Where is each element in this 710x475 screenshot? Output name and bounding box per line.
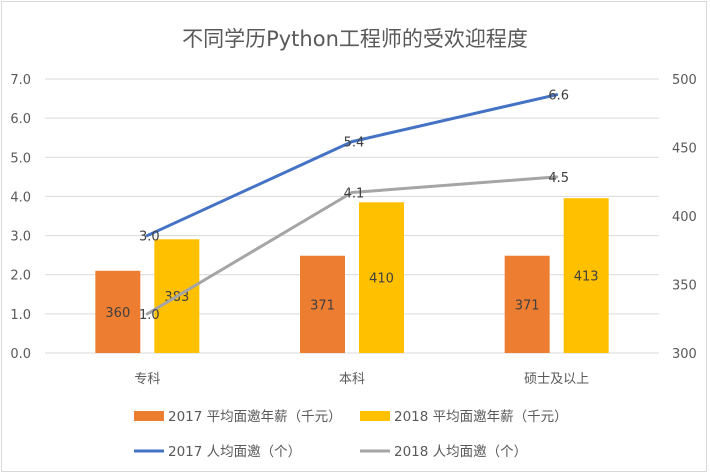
left-tick-label: 1.0 (10, 308, 31, 323)
category-label: 硕士及以上 (524, 372, 589, 387)
legend-label: 2017 人均面邀（个） (168, 444, 301, 460)
bar-data-label: 410 (369, 272, 394, 287)
left-tick-label: 7.0 (10, 73, 31, 88)
legend-label: 2018 平均面邀年薪（千元） (394, 409, 568, 425)
left-tick-label: 2.0 (10, 269, 31, 284)
series-line (145, 93, 559, 238)
category-axis: 专科 本科 硕士及以上 (134, 372, 589, 387)
legend: 2017 平均面邀年薪（千元） 2018 平均面邀年薪（千元） 2017 人均面邀（… (134, 409, 568, 460)
lines: 3.0 5.4 6.6 1.0 4.1 4.5 (139, 89, 569, 323)
legend-swatch (360, 411, 390, 421)
category-label: 本科 (339, 372, 365, 387)
bar (359, 202, 404, 353)
line-data-label: 4.1 (344, 187, 365, 202)
left-axis: 0.0 1.0 2.0 3.0 4.0 5.0 6.0 7.0 (10, 73, 31, 362)
left-tick-label: 3.0 (10, 230, 31, 245)
series-line (145, 175, 559, 316)
left-tick-label: 5.0 (10, 151, 31, 166)
line-data-label: 5.4 (344, 136, 365, 151)
legend-swatch (134, 411, 164, 421)
legend-label: 2017 平均面邀年薪（千元） (168, 409, 342, 425)
right-tick-label: 300 (672, 347, 697, 362)
bar-data-label: 371 (515, 298, 540, 313)
category-label: 专科 (134, 372, 160, 387)
bar (95, 270, 141, 353)
bar (300, 255, 345, 353)
line-data-label: 1.0 (139, 308, 160, 323)
left-tick-label: 4.0 (10, 190, 31, 205)
chart-title: 不同学历Python工程师的受欢迎程度 (182, 27, 528, 51)
bar-data-label: 371 (310, 298, 335, 313)
legend-label: 2018 人均面邀（个） (394, 444, 527, 460)
line-data-label: 4.5 (548, 171, 569, 186)
bar (563, 198, 609, 353)
right-axis: 300 350 400 450 500 (672, 73, 697, 362)
bar-data-label: 413 (574, 270, 599, 285)
right-tick-label: 450 (672, 142, 697, 157)
line-data-label: 3.0 (139, 230, 160, 245)
left-tick-label: 6.0 (10, 112, 31, 127)
bar (504, 255, 550, 353)
line-data-label: 6.6 (548, 89, 569, 104)
right-tick-label: 500 (672, 73, 697, 88)
right-tick-label: 400 (672, 210, 697, 225)
bar-data-label: 360 (105, 306, 130, 321)
left-tick-label: 0.0 (10, 347, 31, 362)
right-tick-label: 350 (672, 279, 697, 294)
